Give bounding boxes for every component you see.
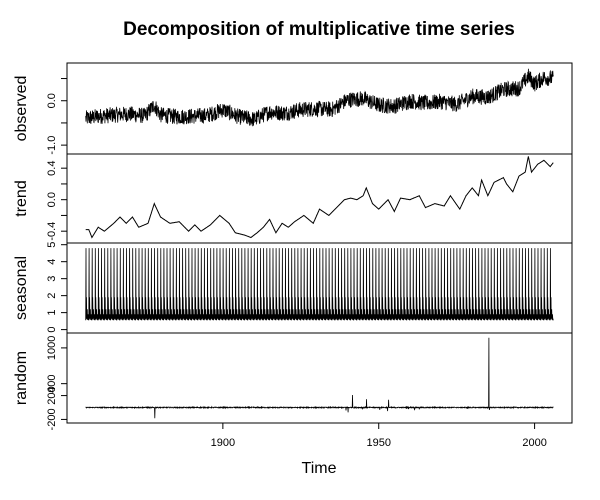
y-tick-label: 5	[46, 242, 58, 248]
x-axis-label: Time	[302, 460, 337, 477]
panels-group: -1.0 0.0 observed -0.4 0.0 0.4 trend 0 1 2 3 4 5 seas…	[13, 62, 573, 430]
x-tick-label: 2000	[522, 437, 546, 449]
y-tick-label: 200	[46, 386, 58, 404]
panel-frame	[66, 153, 573, 244]
panel-label-observed: observed	[13, 76, 30, 142]
panel-label-seasonal: seasonal	[13, 256, 30, 320]
y-tick-label: -1.0	[46, 136, 58, 155]
y-tick-label: 0.0	[46, 93, 58, 108]
series-line-random	[85, 337, 554, 419]
y-tick-label: 0.4	[46, 161, 58, 176]
y-tick-label: 3	[46, 276, 58, 282]
panel-seasonal: 0 1 2 3 4 5 seasonal	[13, 242, 573, 334]
panel-frame	[66, 62, 573, 155]
y-tick-label: -200	[46, 408, 58, 430]
chart-title: Decomposition of multiplicative time ser…	[123, 19, 515, 40]
series-line-seasonal	[85, 248, 554, 321]
y-tick-label: 400	[46, 374, 58, 392]
panel-trend: -0.4 0.0 0.4 trend	[13, 153, 573, 244]
y-tick-label: 4	[46, 259, 58, 265]
series-line-observed	[85, 68, 554, 127]
panel-label-trend: trend	[13, 180, 30, 216]
panel-observed: -1.0 0.0 observed	[13, 62, 573, 155]
series-line-trend	[85, 156, 554, 239]
y-tick-label: 0.0	[46, 192, 58, 207]
y-tick-label: -0.4	[46, 222, 58, 241]
panel-frame	[66, 332, 573, 424]
panel-label-random: random	[13, 351, 30, 405]
y-tick-label: 1	[46, 310, 58, 316]
y-tick-label: 1000	[46, 336, 58, 360]
x-tick-label: 1950	[366, 437, 390, 449]
x-axis: 1900 1950 2000	[211, 422, 547, 449]
y-tick-label: 2	[46, 293, 58, 299]
y-tick-label: 0	[46, 327, 58, 333]
x-tick-label: 1900	[211, 437, 235, 449]
